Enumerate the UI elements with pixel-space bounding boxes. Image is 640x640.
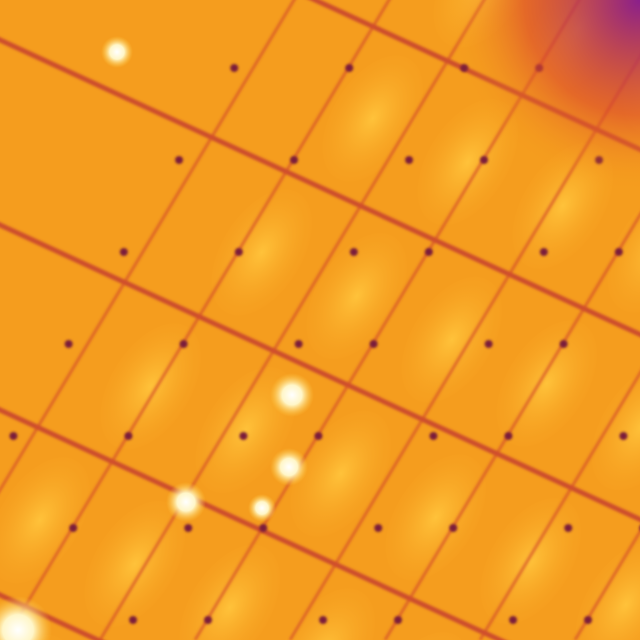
- hot-spot: [270, 448, 308, 486]
- hot-spots: [0, 36, 314, 640]
- hot-spot: [248, 494, 276, 522]
- hot-spot: [101, 36, 133, 68]
- hot-spot: [0, 596, 52, 640]
- hot-spot: [166, 482, 206, 522]
- hot-spot: [270, 373, 314, 417]
